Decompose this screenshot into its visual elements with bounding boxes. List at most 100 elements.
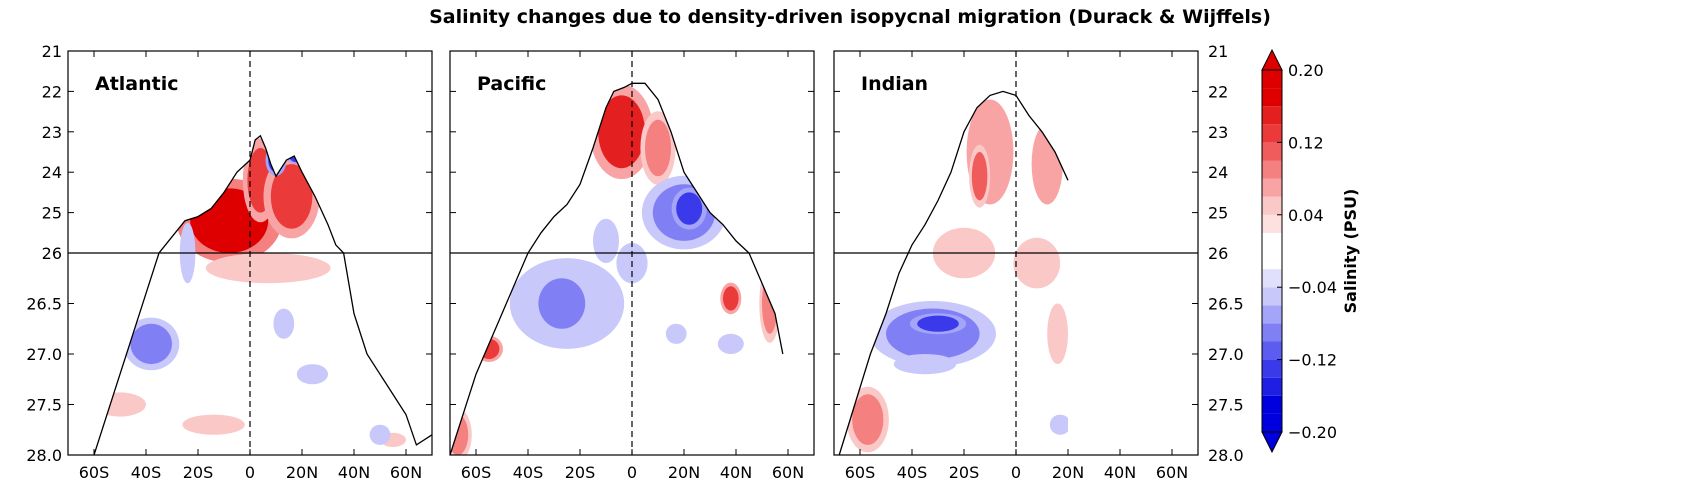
- colorbar-frame: [1261, 69, 1283, 433]
- y-tick-label: 27.5: [26, 396, 62, 415]
- y-tick-label: 28.0: [26, 446, 62, 465]
- x-tick-label: 40N: [1104, 463, 1136, 482]
- colorbar-segment: [1262, 359, 1282, 378]
- y-tick-labels-right: 21 22 23 24 25 26 26.5 27.0 27.5 28.0: [1208, 42, 1244, 465]
- y-tick-label: 25: [42, 204, 62, 223]
- colorbar-segment: [1262, 178, 1282, 197]
- x-tick-label: 20N: [286, 463, 318, 482]
- y-tick-label: 25: [1208, 204, 1228, 223]
- x-tick-label: 60N: [390, 463, 422, 482]
- y-tick-label: 23: [42, 123, 62, 142]
- y-tick-label: 26.5: [26, 295, 62, 314]
- y-tick-label: 22: [1208, 82, 1228, 101]
- colorbar-segment: [1262, 377, 1282, 396]
- salinity-feature-13: [369, 424, 391, 445]
- salinity-feature-4: [1013, 237, 1061, 289]
- panel-label: Pacific: [477, 73, 546, 95]
- density-outline: [449, 82, 784, 456]
- y-tick-label: 26: [42, 244, 62, 263]
- colorbar-tick-label: 0.12: [1288, 133, 1324, 152]
- x-tick-label: 0: [627, 463, 637, 482]
- x-tick-label: 20N: [1052, 463, 1084, 482]
- colorbar-segment: [1262, 88, 1282, 107]
- salinity-feature-7: [893, 354, 957, 375]
- x-tick-label: 60S: [461, 463, 492, 482]
- panel-label: Indian: [861, 73, 928, 95]
- colorbar-segment: [1262, 395, 1282, 414]
- colorbar-segment: [1262, 305, 1282, 324]
- colorbar-segment: [1262, 70, 1282, 89]
- x-tick-label: 60N: [772, 463, 804, 482]
- y-tick-label: 21: [1208, 42, 1228, 61]
- x-tick-label: 20S: [949, 463, 980, 482]
- salinity-feature-1: [971, 152, 988, 201]
- colorbar: 0.20 0.12 0.04 −0.04 −0.12 −0.20 Salinity (PSU…: [1261, 48, 1360, 454]
- salinity-feature-9: [1049, 414, 1068, 435]
- panel-atlantic: 60S 40S 20S 0 20N 40N 60N Atlantic: [67, 50, 433, 482]
- y-tick-label: 21: [42, 42, 62, 61]
- salinity-feature-13: [717, 333, 744, 354]
- x-tick-label: 60S: [79, 463, 110, 482]
- colorbar-extend-max: [1261, 48, 1283, 71]
- salinity-feature-10: [1047, 303, 1068, 365]
- y-tick-label: 24: [1208, 163, 1228, 182]
- colorbar-segment: [1262, 106, 1282, 125]
- salinity-feature-3: [676, 192, 703, 225]
- colorbar-segment: [1262, 214, 1282, 233]
- panel-label: Atlantic: [95, 73, 179, 95]
- salinity-feature-6: [273, 308, 295, 339]
- salinity-feature-3: [205, 253, 331, 284]
- panel-pacific: 60S 40S 20S 0 20N 40N 60N Pacific: [449, 50, 815, 482]
- x-tick-label: 40S: [897, 463, 928, 482]
- y-tick-label: 22: [42, 82, 62, 101]
- y-tick-label: 26: [1208, 244, 1228, 263]
- salinity-feature-6: [593, 218, 619, 264]
- colorbar-segment: [1262, 323, 1282, 342]
- x-tick-label: 40S: [513, 463, 544, 482]
- x-tick-label: 60S: [845, 463, 876, 482]
- colorbar-segment: [1262, 413, 1282, 432]
- x-tick-label: 40S: [131, 463, 162, 482]
- salinity-feature-8: [852, 394, 884, 445]
- colorbar-extend-min: [1261, 431, 1283, 454]
- colorbar-tick-label: −0.20: [1288, 423, 1337, 442]
- y-tick-label: 23: [1208, 123, 1228, 142]
- x-tick-label: 20S: [565, 463, 596, 482]
- x-tick-label: 40N: [720, 463, 752, 482]
- colorbar-tick-label: 0.20: [1288, 61, 1324, 80]
- contour-fill: [846, 99, 1068, 453]
- colorbar-segment: [1262, 341, 1282, 360]
- y-tick-label: 24: [42, 163, 62, 182]
- y-tick-labels-left: 21 22 23 24 25 26 26.5 27.0 27.5 28.0: [26, 42, 62, 465]
- density-outline: [93, 134, 433, 456]
- y-tick-label: 28.0: [1208, 446, 1244, 465]
- x-tick-label: 20S: [183, 463, 214, 482]
- colorbar-segment: [1262, 124, 1282, 143]
- y-tick-label: 27.0: [26, 345, 62, 364]
- salinity-feature-0: [598, 95, 645, 169]
- x-tick-label: 20N: [668, 463, 700, 482]
- colorbar-segment: [1262, 232, 1282, 270]
- density-outline: [838, 90, 1069, 456]
- panel-indian: 60S 40S 20S 0 20N 40N 60N Indian: [833, 50, 1199, 482]
- colorbar-tick-label: 0.04: [1288, 206, 1324, 225]
- salinity-feature-12: [665, 323, 687, 344]
- y-tick-label: 27.5: [1208, 396, 1244, 415]
- colorbar-tick-label: −0.04: [1288, 278, 1337, 297]
- x-tick-label: 60N: [1156, 463, 1188, 482]
- x-tick-label: 0: [245, 463, 255, 482]
- colorbar-segment: [1262, 287, 1282, 306]
- salinity-feature-6: [917, 315, 959, 332]
- salinity-feature-9: [182, 414, 245, 435]
- colorbar-segment: [1262, 269, 1282, 288]
- salinity-feature-4: [130, 323, 172, 365]
- colorbar-tick-label: −0.12: [1288, 351, 1337, 370]
- salinity-feature-1: [645, 119, 671, 177]
- x-tick-label: 0: [1011, 463, 1021, 482]
- y-tick-label: 26.5: [1208, 295, 1244, 314]
- salinity-feature-5: [538, 278, 586, 329]
- colorbar-segment: [1262, 196, 1282, 215]
- y-tick-label: 27.0: [1208, 345, 1244, 364]
- colorbar-segment: [1262, 142, 1282, 161]
